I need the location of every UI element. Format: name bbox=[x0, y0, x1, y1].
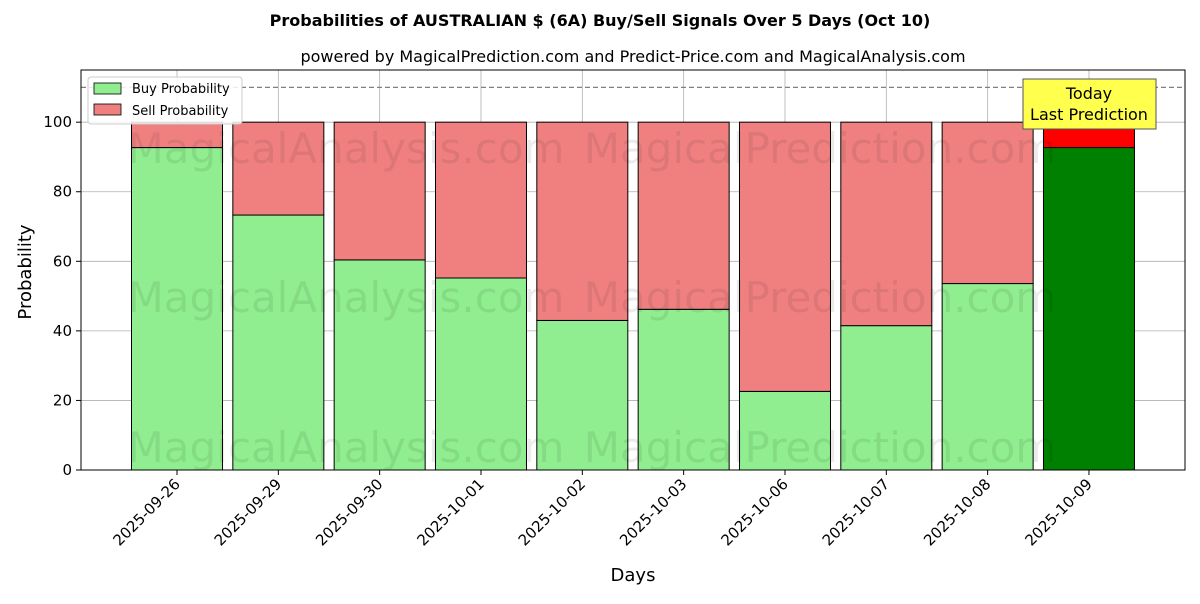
sell-bar bbox=[232, 121, 325, 216]
sell-bar bbox=[738, 121, 831, 392]
sell-bar bbox=[333, 121, 426, 261]
watermark-text: MagicalAnalysis.com bbox=[128, 124, 565, 173]
y-tick-label: 100 bbox=[43, 113, 72, 131]
buy-bar bbox=[131, 147, 223, 471]
watermark-text: MagicalAnalysis.com bbox=[128, 273, 565, 322]
sell-bar bbox=[536, 121, 629, 321]
buy-bar bbox=[434, 277, 527, 471]
x-tick-label: 2025-10-08 bbox=[920, 475, 994, 549]
y-tick-label: 60 bbox=[53, 252, 72, 270]
y-tick-label: 40 bbox=[53, 322, 72, 340]
buy-bar bbox=[333, 259, 426, 471]
buy-bar bbox=[1042, 147, 1135, 471]
annotation-line1: Today bbox=[1065, 84, 1112, 103]
x-tick-label: 2025-10-03 bbox=[616, 475, 690, 549]
sell-bar bbox=[941, 121, 1034, 285]
x-tick-label: 2025-09-30 bbox=[312, 475, 386, 549]
x-tick-label: 2025-10-01 bbox=[413, 475, 487, 549]
buy-bar bbox=[738, 390, 831, 471]
y-tick-label: 0 bbox=[62, 461, 72, 479]
legend-label-buy: Buy Probability bbox=[132, 82, 230, 97]
legend-label-sell: Sell Probability bbox=[132, 104, 229, 119]
sell-bar bbox=[840, 121, 933, 327]
watermark-text: MagicalPrediction.com bbox=[584, 124, 1057, 173]
legend-box bbox=[87, 76, 243, 125]
watermark-text: MagicalPrediction.com bbox=[584, 273, 1057, 322]
bars-layer bbox=[131, 121, 1135, 471]
chart-title: Probabilities of AUSTRALIAN $ (6A) Buy/S… bbox=[270, 11, 931, 30]
x-tick-label: 2025-10-07 bbox=[819, 475, 893, 549]
annotation-line2: Last Prediction bbox=[1030, 105, 1148, 124]
y-axis-label: Probability bbox=[15, 224, 36, 319]
legend-swatch-sell bbox=[93, 103, 122, 116]
buy-bar bbox=[941, 283, 1034, 471]
watermark-text: MagicalPrediction.com bbox=[584, 423, 1057, 472]
today-annotation: Today Last Prediction bbox=[1022, 78, 1157, 130]
y-tick-label: 80 bbox=[53, 183, 72, 201]
x-axis-label: Days bbox=[611, 565, 656, 586]
watermark-text: MagicalAnalysis.com bbox=[128, 423, 565, 472]
buy-bar bbox=[637, 308, 730, 471]
legend-swatch-buy bbox=[93, 82, 122, 95]
sell-bar bbox=[637, 121, 730, 310]
x-tick-label: 2025-09-29 bbox=[211, 475, 285, 549]
x-tick-label: 2025-10-06 bbox=[717, 475, 791, 549]
watermark-layer: MagicalAnalysis.com MagicalPrediction.com… bbox=[128, 124, 1057, 472]
plot-frame bbox=[80, 69, 1186, 471]
chart-subtitle: powered by MagicalPrediction.com and Pre… bbox=[300, 47, 965, 66]
x-tick-label: 2025-10-02 bbox=[515, 475, 589, 549]
x-tick-label: 2025-09-26 bbox=[109, 475, 183, 549]
buy-bar bbox=[536, 319, 629, 471]
sell-bar bbox=[434, 121, 527, 279]
legend: Buy Probability Sell Probability bbox=[87, 76, 243, 125]
x-tick-label: 2025-10-09 bbox=[1021, 475, 1095, 549]
annotation-box bbox=[1022, 78, 1157, 130]
y-tick-label: 20 bbox=[53, 391, 72, 409]
buy-bar bbox=[840, 325, 933, 471]
